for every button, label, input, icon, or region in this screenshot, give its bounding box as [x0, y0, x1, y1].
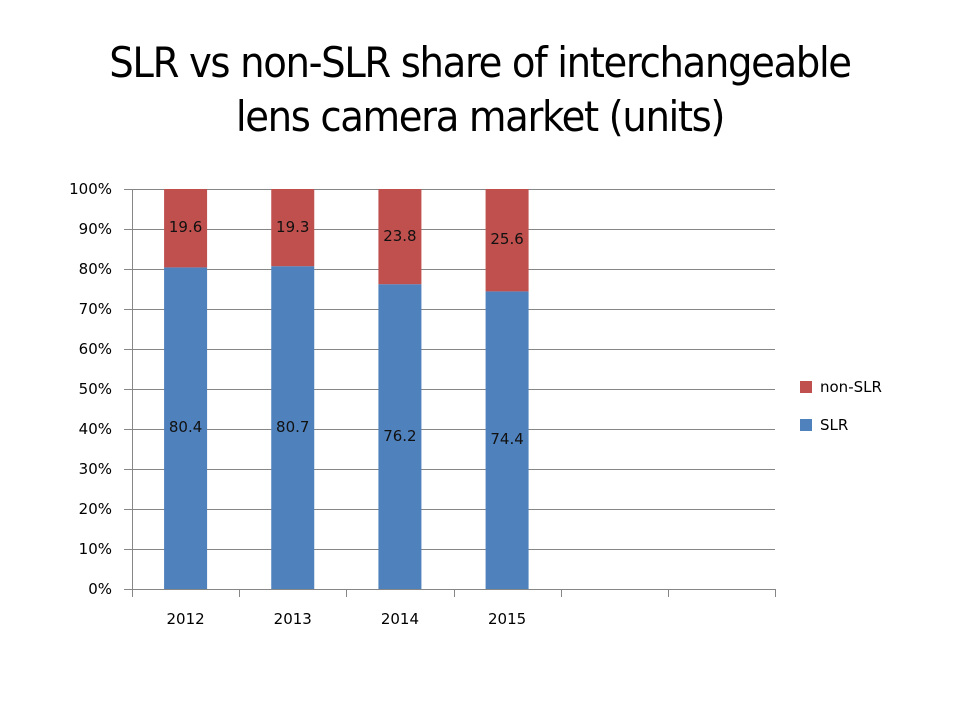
data-label-non-slr: 23.8 — [383, 226, 417, 245]
legend-item-slr: SLR — [800, 414, 882, 436]
legend: non-SLR SLR — [800, 376, 882, 452]
data-label-slr: 76.2 — [383, 426, 417, 445]
y-tick-label: 80% — [78, 259, 112, 278]
y-tick-label: 90% — [78, 219, 112, 238]
data-label-slr: 80.7 — [276, 417, 310, 436]
bar-segment-slr — [271, 266, 315, 589]
y-tick-label: 60% — [78, 339, 112, 358]
bar-segment-non-slr — [378, 189, 422, 285]
legend-swatch-non-slr — [800, 381, 812, 393]
x-tick-label: 2013 — [273, 610, 312, 628]
title-line-1: SLR vs non-SLR share of interchangeable — [109, 38, 852, 87]
bar-segment-non-slr — [164, 189, 208, 268]
y-tick-label: 10% — [78, 539, 112, 558]
chart-title: SLR vs non-SLR share of interchangeable … — [38, 36, 921, 144]
y-tick-label: 40% — [78, 419, 112, 438]
legend-label-non-slr: non-SLR — [820, 378, 882, 396]
x-tick-label: 2014 — [380, 610, 419, 628]
x-tick-label: 2012 — [166, 610, 205, 628]
y-tick-label: 0% — [88, 579, 112, 598]
legend-item-non-slr: non-SLR — [800, 376, 882, 398]
y-tick-label: 20% — [78, 499, 112, 518]
y-tick-label: 50% — [78, 379, 112, 398]
x-tick-label: 2015 — [487, 610, 527, 628]
y-tick-label: 30% — [78, 459, 112, 478]
legend-label-slr: SLR — [820, 416, 849, 434]
title-line-2: lens camera market (units) — [235, 92, 726, 141]
data-label-non-slr: 19.6 — [168, 218, 203, 237]
data-label-non-slr: 19.3 — [276, 217, 310, 236]
bar-segment-non-slr — [271, 189, 315, 267]
legend-swatch-slr — [800, 419, 812, 431]
bar-segment-slr — [164, 267, 208, 589]
data-label-slr: 74.4 — [490, 430, 524, 449]
y-tick-label: 100% — [69, 179, 112, 198]
bar-segment-slr — [485, 291, 529, 589]
bar-segment-non-slr — [485, 189, 529, 292]
bar-segment-slr — [378, 284, 422, 589]
data-label-non-slr: 25.6 — [490, 230, 524, 249]
data-label-slr: 80.4 — [168, 418, 203, 437]
y-tick-label: 70% — [78, 299, 112, 318]
